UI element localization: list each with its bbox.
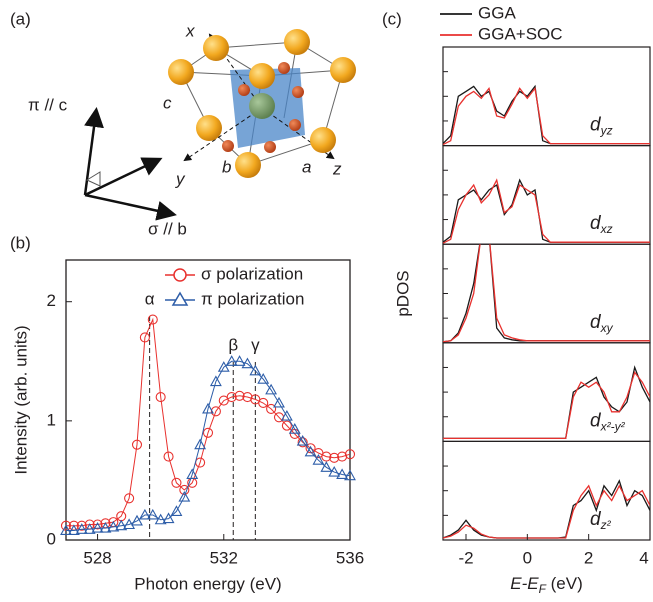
orbital-sub: yz: [600, 124, 613, 138]
atom: [249, 93, 275, 119]
y-axis-label: Intensity (arb. units): [11, 325, 30, 474]
x-label-main: E-E: [510, 574, 539, 593]
x-tick-label: 4: [639, 548, 648, 567]
label: π // c: [28, 95, 68, 114]
label: x: [185, 21, 195, 40]
annotation: β: [228, 335, 238, 354]
dos-line: [443, 86, 650, 143]
atom: [292, 86, 304, 98]
orbital-label: dxy: [590, 312, 614, 335]
arrow: [85, 195, 172, 214]
orbital-sub: xz: [600, 222, 613, 236]
atom: [235, 152, 261, 178]
orbital-label: dyz: [590, 115, 613, 138]
series-line: [66, 320, 350, 526]
atom: [264, 141, 276, 153]
label: c: [163, 93, 172, 112]
panel-label: (a): [10, 9, 31, 28]
orbital-sub: xy: [600, 321, 614, 335]
atom: [196, 115, 222, 141]
dos-line: [443, 180, 650, 242]
panel-frame: [443, 441, 650, 540]
arrow: [85, 160, 158, 195]
polarization-diagram: π // c σ // b: [28, 95, 187, 238]
label: z: [332, 159, 342, 178]
atom: [168, 59, 194, 85]
arrow: [85, 112, 96, 195]
atom: [222, 140, 234, 152]
x-tick-label: 0: [523, 548, 532, 567]
atom: [289, 119, 301, 131]
y-tick-label: 0: [47, 529, 56, 548]
y-tick-label: 1: [47, 410, 56, 429]
figure: (a) (b) (c) π // c σ // b x y z a b: [0, 0, 653, 602]
legend-label: GGA+SOC: [478, 24, 563, 43]
dos-line: [443, 234, 650, 341]
legend-label: π polarization: [201, 289, 304, 308]
label: σ // b: [148, 219, 187, 238]
y-axis-label: pDOS: [393, 270, 412, 316]
atom: [278, 62, 290, 74]
dos-line: [443, 481, 650, 538]
label: a: [302, 157, 311, 176]
legend-marker: [174, 269, 186, 281]
legend-label: GGA: [478, 3, 516, 22]
orbital-label: dxz: [590, 213, 613, 236]
y-tick-label: 2: [47, 291, 56, 310]
orbital-label: dz²: [590, 509, 612, 532]
orbital-sub: z²: [600, 518, 612, 532]
x-tick-label: 536: [336, 548, 364, 567]
x-tick-label: 2: [584, 548, 593, 567]
x-axis-label: E-EF (eV): [510, 574, 583, 596]
panel-frame: [443, 47, 650, 146]
orbital-label: dx²-y²: [590, 410, 626, 433]
label: y: [175, 169, 186, 188]
x-axis-label: Photon energy (eV): [134, 574, 281, 593]
crystal-structure: x y z a b c: [163, 21, 356, 188]
legend-marker: [173, 293, 187, 305]
x-tick-label: -2: [458, 548, 473, 567]
x-label-unit: (eV): [546, 574, 583, 593]
panel-label: (c): [382, 9, 402, 28]
atom: [310, 127, 336, 153]
atom: [203, 35, 229, 61]
dos-line: [443, 88, 650, 144]
orbital-sub: x²-y²: [600, 420, 626, 434]
atom: [238, 84, 250, 96]
atom: [330, 57, 356, 83]
panel-label: (b): [10, 233, 31, 252]
x-tick-label: 528: [83, 548, 111, 567]
atom: [249, 63, 275, 89]
legend-label: σ polarization: [201, 264, 303, 283]
annotation: γ: [251, 335, 260, 354]
label: b: [222, 157, 231, 176]
atom: [284, 29, 310, 55]
annotation: α: [145, 289, 155, 308]
x-tick-label: 532: [210, 548, 238, 567]
panel-frame: [443, 146, 650, 245]
